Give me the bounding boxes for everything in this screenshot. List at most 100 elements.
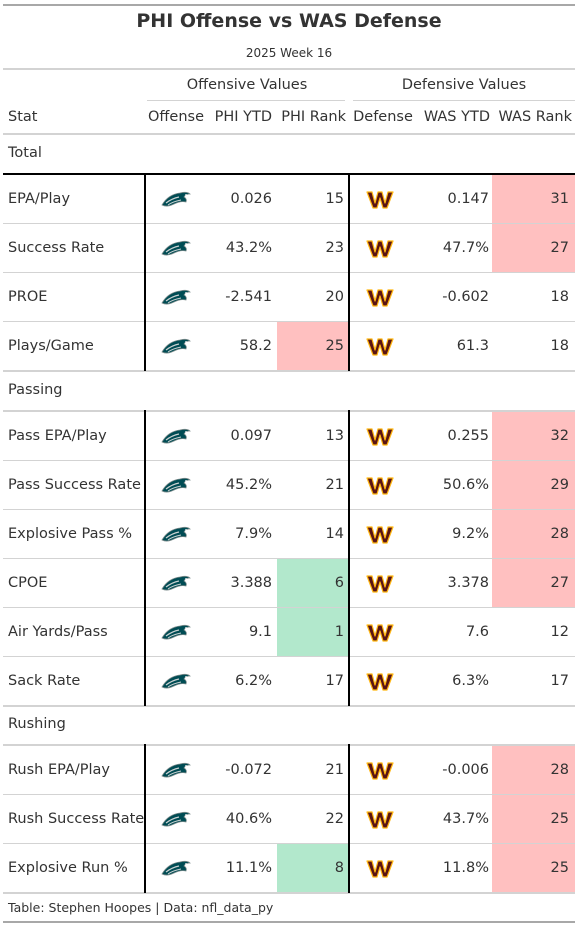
group-rule	[3, 173, 575, 175]
defense-spanner: Defensive Values	[401, 77, 527, 93]
commanders-logo-icon	[366, 574, 394, 594]
phi-rank-value: 22	[325, 811, 344, 827]
defense-logo	[350, 795, 410, 844]
commanders-logo-icon	[366, 476, 394, 496]
defense-logo	[350, 461, 410, 510]
phi-ytd-value: 58.2	[239, 338, 272, 354]
commanders-logo-icon	[366, 337, 394, 357]
was-ytd-value: 9.2%	[452, 526, 489, 542]
phi-rank-value: 15	[325, 191, 344, 207]
row-divider	[3, 607, 575, 608]
was-ytd-value: 0.255	[447, 428, 489, 444]
table-row: Success Rate 43.2% 23 47.7% 27	[3, 224, 575, 273]
was-ytd-value: -0.602	[442, 289, 489, 305]
offense-logo	[146, 322, 206, 371]
was-rank-value: 29	[492, 461, 575, 510]
was-ytd-value: 50.6%	[442, 477, 489, 493]
table-subtitle: 2025 Week 16	[245, 46, 333, 60]
offense-logo	[146, 510, 206, 559]
defense-logo	[350, 510, 410, 559]
phi-ytd-value: 9.1	[248, 624, 272, 640]
was-ytd-value: 11.8%	[442, 860, 489, 876]
offense-column-border	[144, 173, 146, 371]
phi-rank-value: 17	[325, 673, 344, 689]
offense-logo	[146, 657, 206, 706]
table-title: PHI Offense vs WAS Defense	[136, 10, 442, 32]
phi-ytd-value: -0.072	[225, 762, 272, 778]
row-divider	[3, 272, 575, 273]
table-row: Explosive Pass % 7.9% 14 9.2% 28	[3, 510, 575, 559]
phi-rank-value: 14	[325, 526, 344, 542]
was-rank-value: 27	[492, 559, 575, 608]
stat-label: EPA/Play	[8, 191, 71, 207]
defense-logo	[350, 224, 410, 273]
was-rank-value: 25	[492, 844, 575, 893]
was-rank-value: 32	[492, 412, 575, 461]
stat-label: Explosive Run %	[8, 860, 128, 876]
offense-logo	[146, 175, 206, 224]
phi-rank-value: 20	[325, 289, 344, 305]
eagles-logo-icon	[161, 574, 191, 594]
commanders-logo-icon	[366, 190, 394, 210]
eagles-logo-icon	[161, 810, 191, 830]
offense-logo	[146, 224, 206, 273]
commanders-logo-icon	[366, 859, 394, 879]
defense-column-border	[348, 173, 350, 371]
defense-logo	[350, 322, 410, 371]
was-ytd-value: -0.006	[442, 762, 489, 778]
phi-ytd-value: 7.9%	[235, 526, 272, 542]
bottom-rule	[3, 921, 575, 923]
column-header-rule	[3, 133, 575, 135]
table-row: CPOE 3.388 6 3.378 27	[3, 559, 575, 608]
stat-label: Rush Success Rate	[8, 811, 145, 827]
offense-logo	[146, 559, 206, 608]
was-rank-value: 12	[550, 624, 569, 640]
offense-logo	[146, 412, 206, 461]
col-header-offense: Offense	[148, 109, 204, 125]
defense-column-border	[348, 744, 350, 893]
header-rule	[3, 68, 575, 70]
stat-label: Pass Success Rate	[8, 477, 141, 493]
phi-rank-value: 1	[277, 608, 348, 657]
row-divider	[3, 460, 575, 461]
was-rank-value: 25	[492, 795, 575, 844]
row-divider	[3, 558, 575, 559]
phi-rank-value: 8	[277, 844, 348, 893]
was-rank-value: 18	[550, 338, 569, 354]
stat-label: CPOE	[8, 575, 48, 591]
eagles-logo-icon	[161, 672, 191, 692]
defense-spanner-rule	[353, 100, 575, 101]
table-row: Plays/Game 58.2 25 61.3 18	[3, 322, 575, 371]
defense-logo	[350, 175, 410, 224]
defense-logo	[350, 608, 410, 657]
phi-ytd-value: 40.6%	[225, 811, 272, 827]
phi-rank-value: 21	[325, 477, 344, 493]
group-label: Passing	[8, 382, 63, 398]
offense-logo	[146, 844, 206, 893]
commanders-logo-icon	[366, 761, 394, 781]
eagles-logo-icon	[161, 427, 191, 447]
table-row: Pass EPA/Play 0.097 13 0.255 32	[3, 412, 575, 461]
phi-ytd-value: 6.2%	[235, 673, 272, 689]
table-row: Rush EPA/Play -0.072 21 -0.006 28	[3, 746, 575, 795]
phi-ytd-value: 43.2%	[225, 240, 272, 256]
phi-rank-value: 21	[325, 762, 344, 778]
was-ytd-value: 61.3	[456, 338, 489, 354]
was-ytd-value: 43.7%	[442, 811, 489, 827]
table-row: Rush Success Rate 40.6% 22 43.7% 25	[3, 795, 575, 844]
row-divider	[3, 843, 575, 844]
group-bottom-rule	[3, 892, 575, 894]
offense-logo	[146, 273, 206, 322]
table-row: Explosive Run % 11.1% 8 11.8% 25	[3, 844, 575, 893]
row-divider	[3, 794, 575, 795]
offense-logo	[146, 746, 206, 795]
defense-logo	[350, 844, 410, 893]
stat-label: Plays/Game	[8, 338, 94, 354]
defense-logo	[350, 657, 410, 706]
col-header-defense: Defense	[353, 109, 413, 125]
was-rank-value: 31	[492, 175, 575, 224]
phi-ytd-value: -2.541	[225, 289, 272, 305]
top-rule	[3, 4, 575, 6]
col-header-def-rank: WAS Rank	[498, 109, 572, 125]
stat-label: Success Rate	[8, 240, 105, 256]
